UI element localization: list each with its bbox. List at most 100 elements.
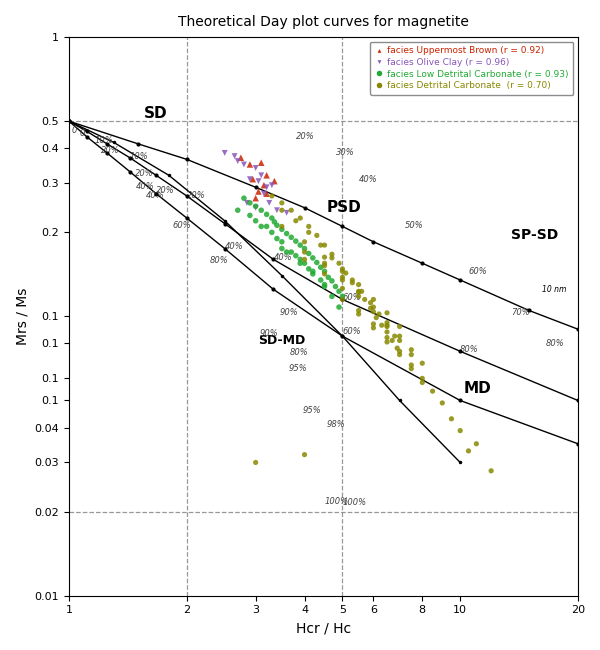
Point — [308, 266, 317, 276]
Text: 10%: 10% — [95, 136, 113, 146]
Text: 80%: 80% — [545, 339, 564, 348]
Point — [233, 156, 242, 166]
Point — [338, 266, 347, 276]
Point — [347, 275, 357, 285]
Point — [382, 320, 392, 330]
Point — [248, 174, 257, 185]
Point — [272, 205, 282, 215]
Text: 20%: 20% — [296, 132, 314, 141]
Point — [282, 228, 292, 239]
Text: 0: 0 — [72, 126, 77, 135]
Point — [230, 151, 239, 161]
Point — [251, 216, 260, 226]
Point — [262, 170, 271, 181]
Text: 80%: 80% — [209, 257, 228, 265]
Text: SP-SD: SP-SD — [511, 228, 559, 242]
Point — [320, 258, 329, 268]
Point — [304, 221, 314, 231]
Point — [267, 180, 277, 190]
Text: 20%: 20% — [187, 190, 206, 200]
Point — [327, 291, 337, 302]
Text: 80%: 80% — [290, 348, 309, 358]
Point — [338, 294, 347, 305]
Point — [291, 216, 301, 226]
Point — [300, 237, 310, 247]
Point — [286, 205, 296, 215]
Point — [360, 294, 370, 305]
Point — [277, 221, 287, 231]
Text: 100%: 100% — [325, 497, 349, 506]
Point — [282, 207, 292, 218]
Point — [256, 157, 266, 168]
Point — [338, 291, 347, 302]
Point — [286, 232, 296, 242]
Point — [368, 302, 378, 312]
Point — [418, 377, 427, 387]
Point — [354, 280, 364, 290]
Point — [259, 180, 269, 190]
Point — [304, 227, 314, 237]
Point — [262, 221, 271, 231]
Point — [295, 258, 305, 268]
Point — [357, 286, 367, 296]
Point — [392, 343, 402, 354]
Point — [300, 247, 310, 257]
Text: 98%: 98% — [326, 420, 345, 429]
Text: 90%: 90% — [280, 308, 298, 317]
Point — [366, 298, 376, 308]
Point — [455, 426, 465, 436]
Text: 90%: 90% — [259, 329, 278, 338]
Point — [382, 332, 392, 343]
Point — [312, 230, 322, 240]
Point — [245, 159, 254, 170]
Point — [382, 337, 392, 347]
Point — [267, 213, 277, 223]
Point — [377, 320, 386, 330]
Text: 0: 0 — [80, 129, 85, 138]
Y-axis label: Mrs / Ms: Mrs / Ms — [15, 288, 29, 345]
Point — [472, 439, 481, 449]
Text: 20%: 20% — [136, 169, 154, 178]
Point — [464, 446, 473, 456]
Point — [390, 331, 400, 341]
Text: 40%: 40% — [145, 190, 164, 200]
Point — [382, 327, 392, 337]
Text: 30%: 30% — [335, 148, 354, 157]
Point — [291, 250, 301, 261]
Text: 70%: 70% — [511, 308, 530, 317]
Point — [267, 227, 277, 237]
Point — [407, 363, 416, 374]
Point — [254, 187, 263, 197]
Point — [256, 205, 266, 215]
Point — [334, 302, 344, 312]
Text: 40%: 40% — [274, 254, 292, 263]
Point — [320, 240, 329, 250]
Point — [368, 306, 378, 317]
Point — [316, 262, 326, 272]
Point — [395, 350, 404, 360]
Point — [320, 281, 329, 292]
Point — [354, 291, 364, 302]
Point — [395, 335, 404, 346]
Point — [251, 457, 260, 467]
Point — [366, 303, 376, 313]
Text: 20%: 20% — [101, 146, 120, 155]
Point — [251, 162, 260, 173]
Point — [312, 257, 322, 268]
Text: 40%: 40% — [136, 182, 154, 191]
Text: 20%: 20% — [156, 186, 175, 195]
Point — [251, 193, 260, 203]
Point — [295, 254, 305, 265]
Text: 80%: 80% — [460, 345, 479, 354]
Point — [341, 268, 350, 278]
Text: 60%: 60% — [172, 221, 191, 229]
Point — [331, 281, 340, 292]
Point — [267, 190, 277, 201]
Point — [304, 248, 314, 259]
Point — [277, 198, 287, 208]
Point — [245, 210, 254, 220]
Point — [382, 307, 392, 318]
Text: 95%: 95% — [303, 406, 322, 415]
Point — [251, 203, 260, 213]
Point — [316, 275, 326, 285]
